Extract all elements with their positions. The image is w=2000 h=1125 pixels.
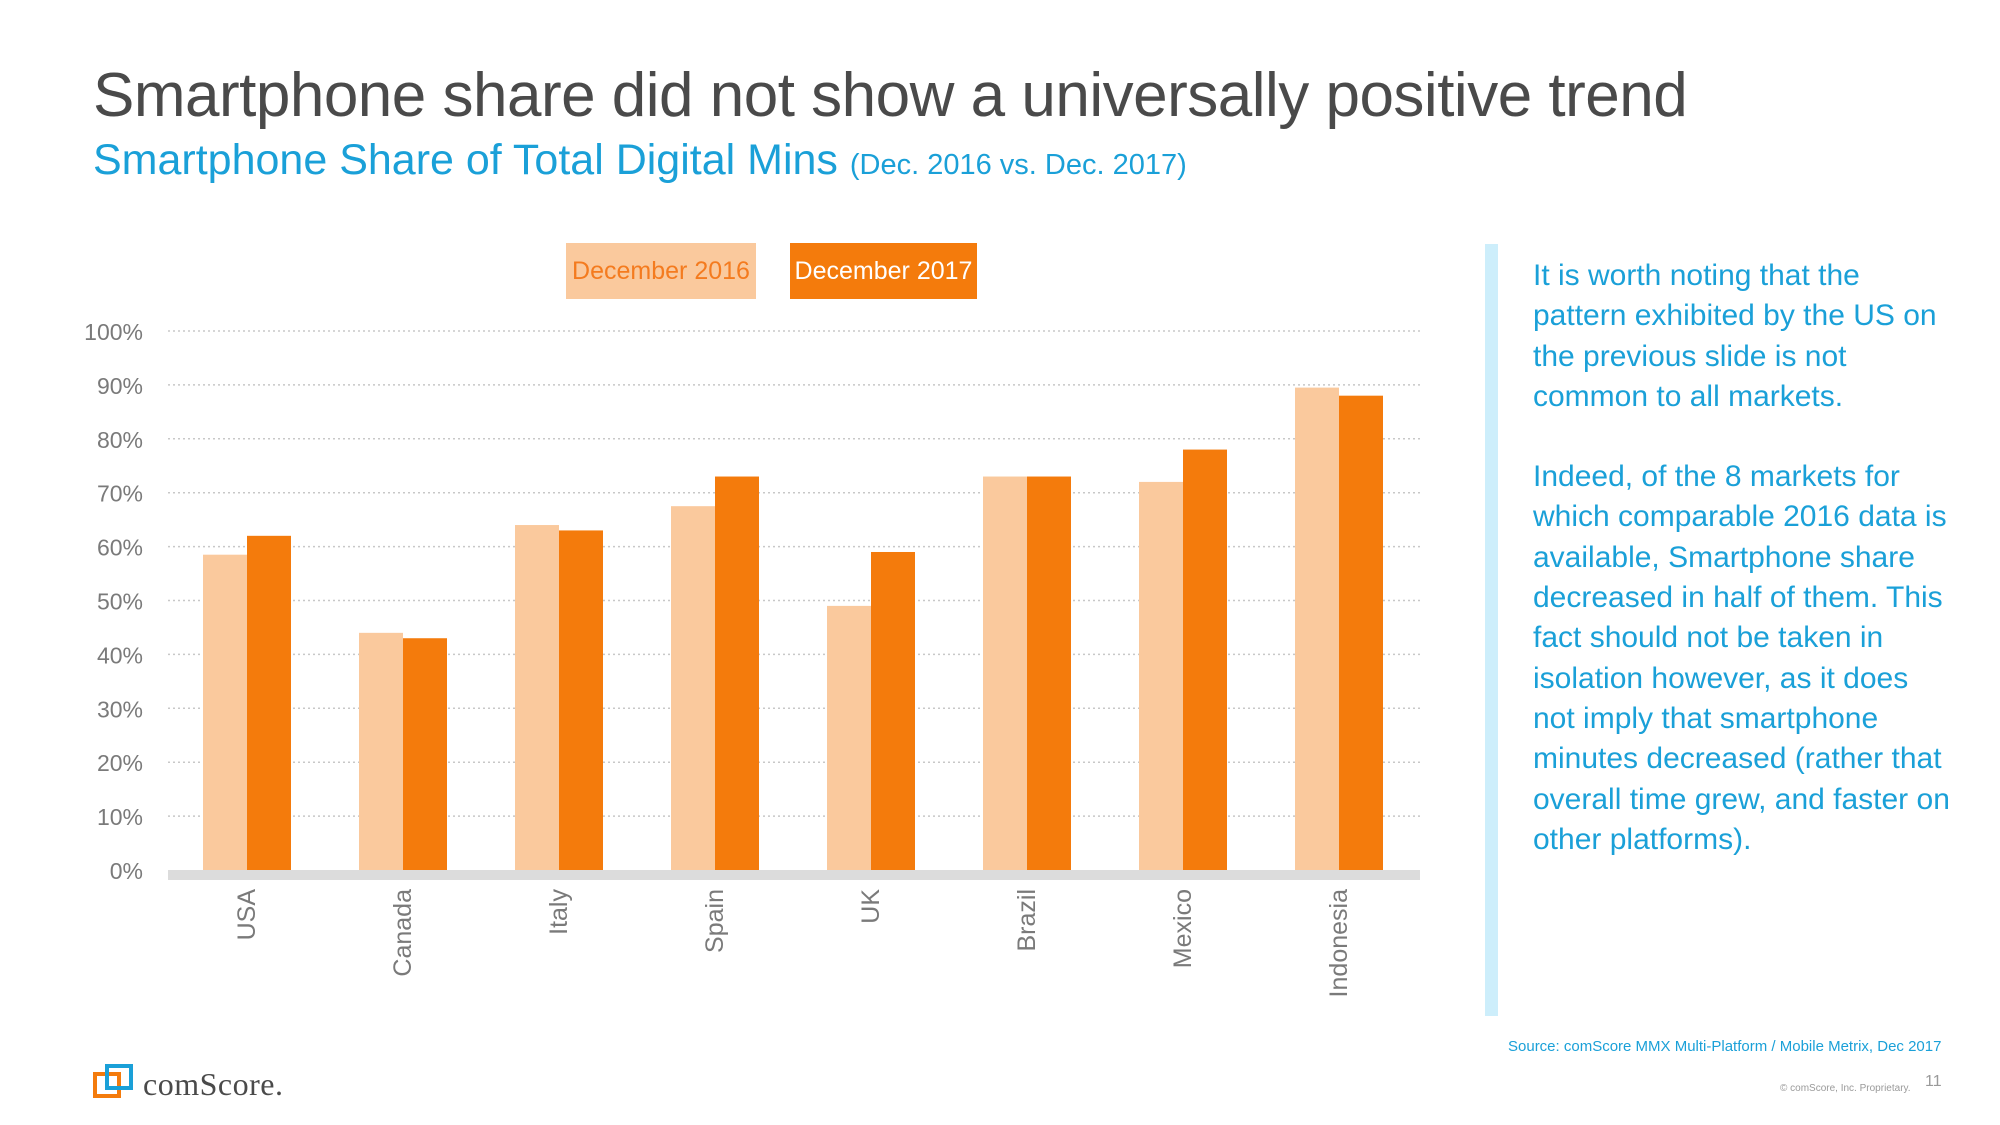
note-accent-bar	[1485, 244, 1498, 1016]
x-tick-label: Spain	[701, 889, 729, 953]
y-tick-label: 80%	[97, 427, 143, 453]
bar-mexico-2016	[1139, 481, 1183, 870]
page-title: Smartphone share did not show a universa…	[93, 61, 1688, 130]
bar-indonesia-2016	[1295, 387, 1339, 870]
x-tick-label: Brazil	[1013, 889, 1041, 952]
y-tick-label: 30%	[97, 696, 143, 722]
bar-italy-2017	[559, 530, 603, 870]
bar-spain-2017	[715, 476, 759, 870]
bar-uk-2017	[871, 551, 915, 870]
commentary-text: It is worth noting that the pattern exhi…	[1533, 256, 1953, 900]
x-tick-label: Mexico	[1169, 889, 1197, 968]
bar-spain-2016	[671, 506, 715, 870]
subtitle-date-range: (Dec. 2016 vs. Dec. 2017)	[849, 149, 1187, 181]
x-tick-label: UK	[857, 889, 885, 924]
y-tick-label: 20%	[97, 750, 143, 776]
y-tick-label: 50%	[97, 589, 143, 615]
page-number: 11	[1925, 1073, 1942, 1090]
bar-usa-2016	[203, 554, 247, 870]
commentary-paragraph-1: It is worth noting that the pattern exhi…	[1533, 259, 1937, 413]
bar-brazil-2016	[983, 476, 1027, 870]
bar-canada-2017	[403, 638, 447, 870]
source-note: Source: comScore MMX Multi-Platform / Mo…	[1508, 1038, 1942, 1055]
x-tick-label: Indonesia	[1325, 889, 1353, 998]
logo-wordmark: comScore.	[143, 1066, 284, 1102]
bar-canada-2016	[359, 632, 403, 870]
bar-brazil-2017	[1027, 476, 1071, 870]
bar-mexico-2017	[1183, 449, 1227, 870]
x-axis-baseline	[168, 870, 1420, 880]
x-tick-label: USA	[233, 889, 261, 941]
y-tick-label: 90%	[97, 373, 143, 399]
y-tick-label: 100%	[84, 319, 143, 345]
bar-usa-2017	[247, 535, 291, 870]
legend-item-2017: December 2017	[790, 243, 977, 299]
bar-indonesia-2017	[1339, 395, 1383, 870]
chart-subtitle: Smartphone Share of Total Digital Mins (…	[93, 136, 1187, 185]
y-tick-label: 10%	[97, 804, 143, 830]
bar-uk-2016	[827, 605, 871, 870]
x-tick-label: Canada	[389, 889, 417, 977]
y-tick-label: 0%	[110, 858, 143, 884]
bar-chart: 0% 10% 20% 30% 40% 50% 60% 70% 80% 90% 100% USA Cana…	[84, 319, 1420, 998]
x-tick-label: Italy	[545, 889, 573, 935]
comscore-logo: comScore.	[93, 1062, 353, 1102]
subtitle-main: Smartphone Share of Total Digital Mins	[93, 136, 838, 184]
legend-item-2016: December 2016	[566, 243, 756, 299]
y-tick-label: 70%	[97, 481, 143, 507]
comscore-logo-icon	[93, 1064, 133, 1098]
y-tick-label: 40%	[97, 642, 143, 668]
copyright-notice: © comScore, Inc. Proprietary.	[1780, 1083, 1911, 1094]
bar-italy-2016	[515, 525, 559, 870]
y-tick-label: 60%	[97, 535, 143, 561]
commentary-paragraph-2: Indeed, of the 8 markets for which compa…	[1533, 460, 1950, 856]
